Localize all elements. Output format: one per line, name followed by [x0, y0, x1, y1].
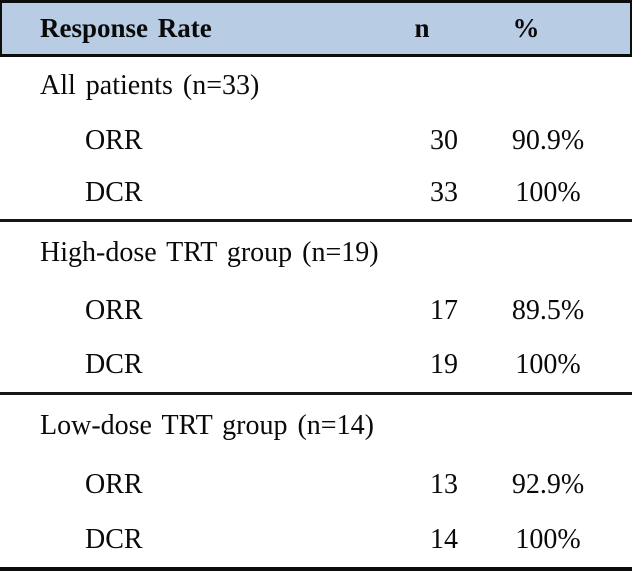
header-response-rate: Response Rate [40, 13, 212, 43]
section-high-dose: High-dose TRT group (n=19) ORR 17 89.5% … [0, 219, 632, 392]
row-label: ORR [85, 125, 143, 156]
cell-n: 19 [430, 349, 458, 380]
header-n: n [414, 13, 430, 43]
section-title: High-dose TRT group (n=19) [40, 237, 379, 268]
section-title: Low-dose TRT group (n=14) [40, 410, 374, 441]
table-header-row: Response Rate n % [0, 0, 632, 57]
row-label: ORR [85, 468, 143, 500]
table-row-dcr: DCR 14 100% [0, 512, 632, 567]
cell-pct: 100% [515, 177, 581, 208]
section-title-row: All patients (n=33) [0, 57, 632, 115]
row-label: DCR [85, 523, 143, 555]
table-row-orr: ORR 13 92.9% [0, 457, 632, 512]
cell-n: 33 [430, 177, 458, 208]
section-title: All patients (n=33) [40, 70, 260, 101]
section-low-dose: Low-dose TRT group (n=14) ORR 13 92.9% D… [0, 392, 632, 567]
cell-n: 13 [430, 468, 458, 500]
cell-pct: 90.9% [511, 125, 585, 156]
header-percent: % [512, 13, 540, 43]
section-all-patients: All patients (n=33) ORR 30 90.9% DCR 33 … [0, 57, 632, 219]
table-bottom-rule [0, 567, 632, 571]
section-title-row: Low-dose TRT group (n=14) [0, 395, 632, 457]
cell-pct: 100% [515, 349, 581, 380]
cell-n: 30 [430, 125, 458, 156]
cell-n: 17 [430, 295, 458, 326]
cell-pct: 100% [515, 523, 581, 555]
row-label: ORR [85, 295, 143, 326]
cell-pct: 89.5% [511, 295, 585, 326]
section-title-row: High-dose TRT group (n=19) [0, 222, 632, 284]
table-row-orr: ORR 30 90.9% [0, 115, 632, 167]
row-label: DCR [85, 349, 143, 380]
row-label: DCR [85, 177, 143, 208]
cell-n: 14 [430, 523, 458, 555]
table-row-dcr: DCR 19 100% [0, 338, 632, 392]
cell-pct: 92.9% [511, 468, 585, 500]
table-row-orr: ORR 17 89.5% [0, 284, 632, 338]
table-row-dcr: DCR 33 100% [0, 167, 632, 219]
